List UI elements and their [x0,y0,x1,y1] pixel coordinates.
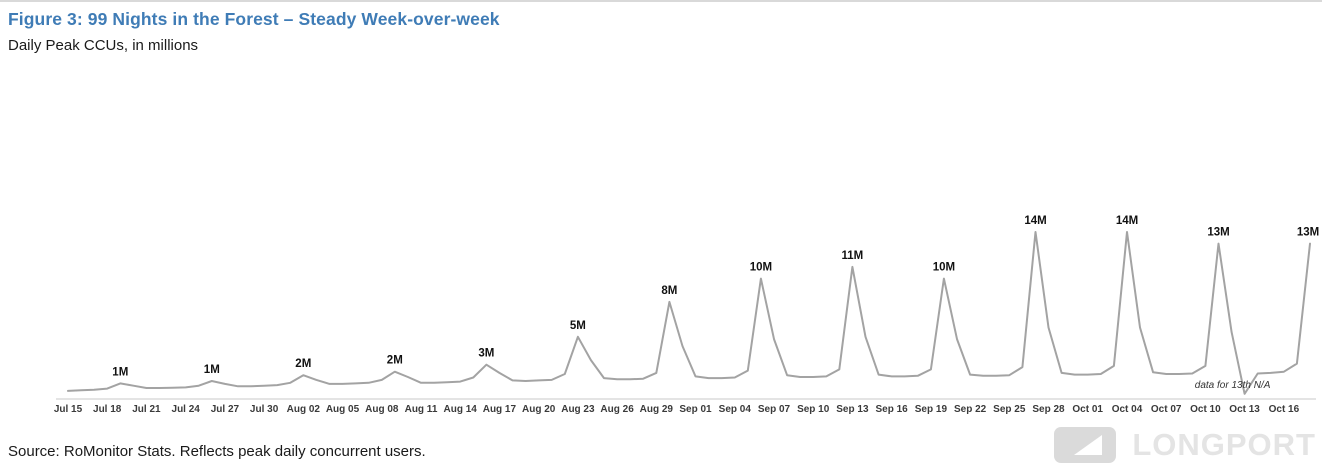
x-tick-label: Oct 04 [1112,404,1143,415]
x-tick-label: Aug 08 [365,404,399,415]
x-tick-label: Jul 15 [54,404,83,415]
peak-value-label: 13M [1207,227,1229,239]
x-tick-label: Oct 01 [1072,404,1103,415]
x-tick-label: Sep 07 [758,404,791,415]
source-note: Source: RoMonitor Stats. Reflects peak d… [8,443,426,460]
peak-value-label: 11M [842,250,864,262]
x-tick-label: Aug 05 [326,404,360,415]
peak-value-label: 13M [1297,227,1319,239]
x-tick-label: Aug 11 [405,404,438,415]
watermark: LONGPORT [1054,426,1316,464]
x-tick-label: Jul 21 [132,404,161,415]
x-tick-label: Sep 01 [679,404,712,415]
x-tick-label: Sep 10 [797,404,830,415]
x-tick-label: Oct 10 [1190,404,1221,415]
peak-value-label: 2M [295,358,311,370]
x-tick-label: Jul 18 [93,404,122,415]
peak-value-label: 1M [204,364,220,376]
x-tick-label: Aug 26 [600,404,634,415]
ccu-series-line [67,231,1311,395]
peak-value-label: 8M [661,285,677,297]
peak-value-label: 5M [570,320,586,332]
x-tick-label: Sep 22 [954,404,987,415]
longport-logo-icon [1054,426,1118,464]
x-tick-label: Aug 20 [522,404,556,415]
x-tick-label: Jul 30 [250,404,279,415]
peak-value-label: 14M [1116,215,1138,227]
figure-title: Figure 3: 99 Nights in the Forest – Stea… [8,9,500,29]
peak-value-label: 14M [1024,215,1046,227]
peak-value-label: 10M [750,262,772,274]
x-tick-label: Aug 14 [444,404,478,415]
x-tick-label: Jul 27 [211,404,240,415]
x-tick-label: Sep 25 [993,404,1026,415]
x-tick-label: Aug 29 [640,404,674,415]
x-tick-label: Sep 16 [875,404,908,415]
x-tick-label: Oct 16 [1269,404,1300,415]
peak-value-label: 10M [933,262,955,274]
x-tick-label: Sep 04 [719,404,752,415]
x-tick-label: Jul 24 [172,404,201,415]
x-tick-label: Oct 07 [1151,404,1182,415]
peak-value-label: 2M [387,355,403,367]
figure-subtitle: Daily Peak CCUs, in millions [8,37,199,54]
x-tick-label: Aug 17 [483,404,517,415]
x-tick-label: Sep 19 [915,404,948,415]
x-tick-label: Aug 23 [561,404,595,415]
x-tick-label: Aug 02 [287,404,321,415]
watermark-text: LONGPORT [1132,427,1316,462]
peak-value-label: 3M [478,348,494,360]
na-annotation: data for 13th N/A [1195,380,1271,391]
x-tick-label: Sep 28 [1032,404,1065,415]
peak-value-label: 1M [112,366,128,378]
x-tick-label: Sep 13 [836,404,869,415]
x-tick-label: Oct 13 [1229,404,1260,415]
